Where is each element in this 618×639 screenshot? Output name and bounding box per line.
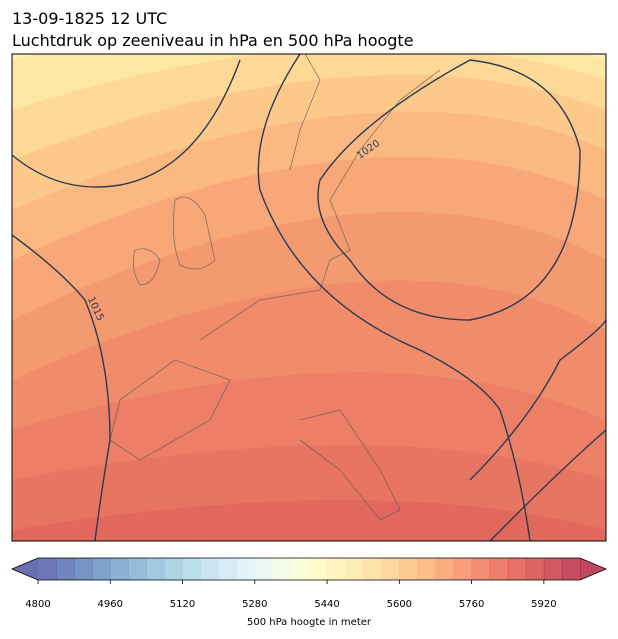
colorbar-tick-label: 5600 bbox=[387, 599, 412, 610]
colorbar-extend bbox=[580, 558, 606, 580]
colorbar-tick-label: 5280 bbox=[242, 599, 267, 610]
colorbar-bin bbox=[74, 558, 93, 580]
colorbar-bin bbox=[218, 558, 238, 580]
colorbar-bin bbox=[92, 558, 111, 580]
colorbar-bin bbox=[254, 558, 274, 580]
colorbar-bin bbox=[200, 558, 220, 580]
colorbar-bin bbox=[435, 558, 455, 580]
colorbar-bin bbox=[128, 558, 147, 580]
colorbar-tick-label: 5440 bbox=[314, 599, 339, 610]
colorbar: 4800 4960 5120 5280 5440 5600 5760 5920 bbox=[10, 557, 608, 610]
map: 1020 1015 bbox=[12, 54, 606, 541]
colorbar-bin bbox=[543, 558, 563, 580]
colorbar-extend bbox=[12, 558, 38, 580]
map-frame bbox=[11, 53, 607, 542]
colorbar-bin bbox=[507, 558, 527, 580]
colorbar-bin bbox=[471, 558, 491, 580]
colorbar-bin bbox=[363, 558, 382, 580]
colorbar-bin bbox=[38, 558, 57, 580]
colorbar-bin bbox=[110, 558, 129, 580]
colorbar-bin bbox=[417, 558, 436, 580]
colorbar-bin bbox=[56, 558, 75, 580]
colorbar-tick-label: 5760 bbox=[459, 599, 484, 610]
colorbar-outline bbox=[10, 557, 608, 581]
colorbar-bin bbox=[272, 558, 292, 580]
colorbar-tick-label: 4960 bbox=[98, 599, 123, 610]
colorbar-bin bbox=[327, 558, 346, 580]
colorbar-tick-label: 4800 bbox=[25, 599, 50, 610]
colorbar-bin bbox=[489, 558, 509, 580]
colorbar-bin bbox=[525, 558, 545, 580]
colorbar-bin bbox=[290, 558, 310, 580]
subtitle: Luchtdruk op zeeniveau in hPa en 500 hPa… bbox=[12, 31, 414, 50]
colorbar-bin bbox=[381, 558, 400, 580]
colorbar-bin bbox=[561, 558, 581, 580]
colorbar-bin bbox=[146, 558, 165, 580]
colorbar-bin bbox=[236, 558, 256, 580]
colorbar-tick-label: 5920 bbox=[531, 599, 556, 610]
colorbar-bin bbox=[345, 558, 364, 580]
colorbar-bin bbox=[164, 558, 184, 580]
colorbar-bin bbox=[399, 558, 418, 580]
colorbar-bin bbox=[309, 558, 328, 580]
title: 13-09-1825 12 UTC bbox=[12, 9, 167, 28]
colorbar-bin bbox=[182, 558, 202, 580]
colorbar-label: 500 hPa hoogte in meter bbox=[247, 617, 372, 628]
colorbar-bin bbox=[453, 558, 473, 580]
colorbar-tick-label: 5120 bbox=[170, 599, 195, 610]
